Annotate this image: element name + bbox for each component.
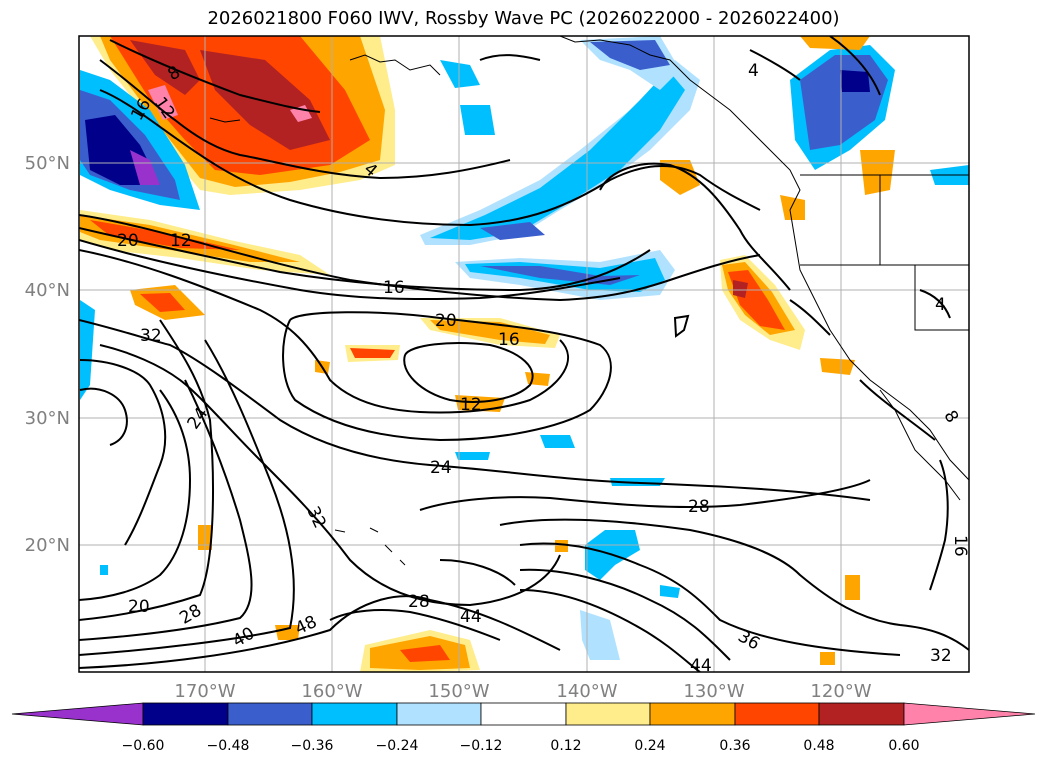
contour-label: 16 <box>950 535 970 557</box>
map-plot-area: 8 16 12 4 20 12 16 32 20 16 12 24 24 28 … <box>79 36 970 676</box>
contour-label: 32 <box>140 326 162 346</box>
colorbar-tick: −0.48 <box>207 738 250 754</box>
colorbar <box>11 702 1036 726</box>
longitude-ticks: 170°W 160°W 150°W 140°W 130°W 120°W <box>174 681 871 702</box>
contour-label: 44 <box>460 607 482 627</box>
colorbar-tick: −0.12 <box>460 738 503 754</box>
lon-tick: 170°W <box>174 681 235 702</box>
contour-label: 4 <box>935 295 946 315</box>
colorbar-segment <box>311 702 398 726</box>
contour-label: 12 <box>170 231 192 251</box>
colorbar-segment <box>142 702 229 726</box>
graticule <box>79 36 969 672</box>
lon-tick: 160°W <box>301 681 362 702</box>
colorbar-tick: 0.60 <box>888 738 919 754</box>
contour-label: 28 <box>408 592 430 612</box>
lon-tick: 120°W <box>810 681 871 702</box>
lon-tick: 150°W <box>428 681 489 702</box>
map-title: 2026021800 F060 IWV, Rossby Wave PC (202… <box>207 8 840 29</box>
colorbar-segment <box>649 702 736 726</box>
coastline <box>209 36 969 566</box>
lat-tick: 20°N <box>25 535 70 556</box>
colorbar-segment <box>396 702 482 726</box>
anomaly-shading <box>80 36 969 672</box>
colorbar-segment <box>818 702 905 726</box>
iwv-contours <box>79 36 969 672</box>
contour-label: 4 <box>748 61 759 81</box>
colorbar-tick: −0.36 <box>291 738 334 754</box>
colorbar-tick: −0.24 <box>376 738 419 754</box>
colorbar-ticks: −0.60 −0.48 −0.36 −0.24 −0.12 0.12 0.24 … <box>122 738 920 754</box>
contour-label: 32 <box>930 646 952 666</box>
latitude-ticks: 50°N 40°N 30°N 20°N <box>25 153 70 556</box>
contour-label: 44 <box>690 656 712 676</box>
lon-tick: 140°W <box>556 681 617 702</box>
contour-label: 20 <box>128 597 150 617</box>
colorbar-tick: 0.48 <box>803 738 834 754</box>
contour-label: 12 <box>460 395 482 415</box>
contour-label: 16 <box>383 278 405 298</box>
lat-tick: 40°N <box>25 280 70 301</box>
contour-label: 16 <box>498 330 520 350</box>
colorbar-segment <box>227 702 313 726</box>
colorbar-tick: −0.60 <box>122 738 165 754</box>
contour-label: 20 <box>435 311 457 331</box>
lat-tick: 30°N <box>25 408 70 429</box>
contour-label: 28 <box>688 497 710 517</box>
contour-label: 24 <box>430 458 452 478</box>
colorbar-tick: 0.36 <box>719 738 750 754</box>
colorbar-tick: 0.24 <box>634 738 665 754</box>
colorbar-extend-low <box>11 702 144 726</box>
colorbar-segment <box>734 702 820 726</box>
colorbar-extend-high <box>903 702 1036 726</box>
colorbar-segment <box>565 702 651 726</box>
contour-label: 20 <box>117 231 139 251</box>
lon-tick: 130°W <box>683 681 744 702</box>
colorbar-tick: 0.12 <box>550 738 581 754</box>
colorbar-segment <box>480 702 567 726</box>
lat-tick: 50°N <box>25 153 70 174</box>
map-frame <box>78 35 970 673</box>
